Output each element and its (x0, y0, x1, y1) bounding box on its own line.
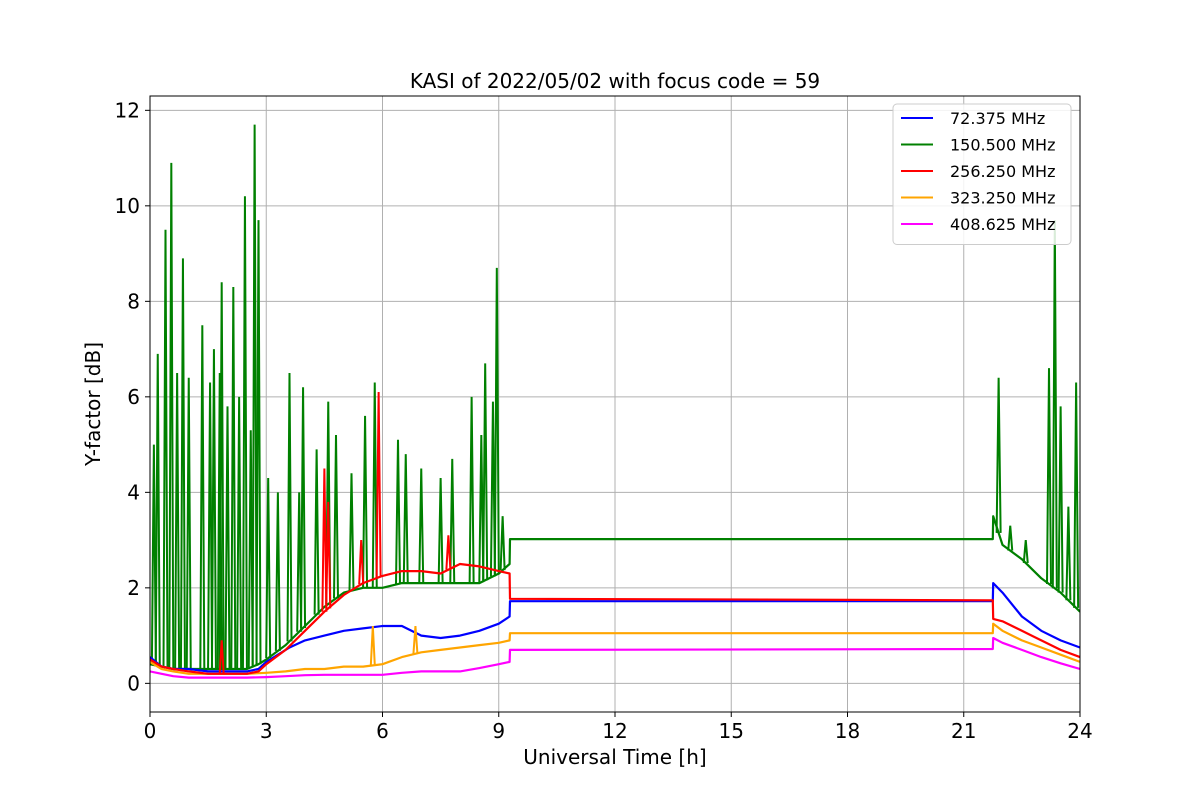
x-tick-label: 18 (835, 719, 860, 743)
series-spike-256_250-mhz (325, 501, 332, 609)
series-spike-150_500-mhz (218, 282, 225, 670)
legend-label: 72.375 MHz (950, 109, 1045, 128)
series-spike-150_500-mhz (468, 396, 475, 584)
series-spike-150_500-mhz (371, 382, 378, 588)
series-spike-150_500-mhz (418, 468, 425, 584)
y-tick-label: 6 (127, 385, 140, 409)
x-axis-label: Universal Time [h] (523, 745, 706, 769)
y-tick-label: 0 (127, 671, 140, 695)
x-tick-label: 9 (492, 719, 505, 743)
series-spike-150_500-mhz (493, 267, 500, 575)
series-spike-150_500-mhz (348, 473, 355, 591)
series-spike-150_500-mhz (154, 353, 161, 666)
series-spike-150_500-mhz (207, 382, 214, 670)
legend-box (892, 103, 1072, 245)
legend-label: 256.250 MHz (950, 162, 1055, 181)
y-axis-label: Y-factor [dB] (81, 342, 105, 467)
y-tick-label: 4 (127, 480, 140, 504)
x-tick-label: 24 (1067, 719, 1092, 743)
series-spike-256_250-mhz (218, 640, 225, 674)
series-spike-150_500-mhz (185, 377, 192, 670)
series-spike-150_500-mhz (437, 477, 444, 584)
y-tick-label: 12 (115, 98, 140, 122)
legend-label: 323.250 MHz (950, 189, 1055, 208)
series-spike-150_500-mhz (168, 162, 175, 669)
x-tick-label: 15 (719, 719, 744, 743)
series-spike-150_500-mhz (230, 287, 237, 670)
series-spike-150_500-mhz (179, 258, 186, 670)
series-line-408_625-mhz (150, 636, 1080, 679)
series-spike-323_250-mhz (412, 625, 419, 654)
x-tick-label: 3 (260, 719, 273, 743)
series-spike-150_500-mhz (333, 435, 339, 599)
series-spike-150_500-mhz (449, 458, 456, 584)
series-spike-150_500-mhz (241, 196, 248, 670)
plot-layer (150, 124, 1080, 679)
series-spike-150_500-mhz (251, 124, 258, 666)
series-spike-150_500-mhz (1022, 540, 1029, 564)
y-tick-label: 2 (127, 576, 140, 600)
series-spike-256_250-mhz (321, 468, 328, 612)
series-spike-323_250-mhz (369, 625, 376, 666)
x-tick-label: 21 (951, 719, 976, 743)
series-spike-150_500-mhz (210, 349, 217, 670)
series-spike-150_500-mhz (162, 229, 169, 668)
series-spike-150_500-mhz (174, 372, 181, 670)
y-tick-label: 10 (115, 194, 140, 218)
series-spike-150_500-mhz (265, 478, 272, 659)
series-spike-150_500-mhz (1057, 406, 1064, 593)
series-spike-150_500-mhz (362, 415, 369, 588)
x-tick-label: 0 (144, 719, 157, 743)
series-spike-150_500-mhz (995, 377, 1002, 533)
chart-title: KASI of 2022/05/02 with focus code = 59 (410, 69, 820, 93)
series-line-72_375-mhz (150, 581, 1080, 673)
series-spike-150_500-mhz (224, 406, 231, 670)
series-spike-150_500-mhz (150, 444, 157, 666)
series-spike-256_250-mhz (445, 535, 452, 570)
series-spike-256_250-mhz (358, 540, 365, 585)
series-spike-150_500-mhz (1046, 368, 1052, 585)
series-spike-150_500-mhz (395, 439, 401, 585)
series-spike-150_500-mhz (300, 387, 307, 628)
series-spike-150_500-mhz (402, 454, 409, 584)
series-spike-256_250-mhz (375, 392, 382, 578)
x-tick-label: 6 (376, 719, 389, 743)
series-group (150, 124, 1080, 679)
series-spike-150_500-mhz (482, 363, 489, 581)
series-line-256_250-mhz (150, 562, 1080, 675)
legend-label: 408.625 MHz (950, 215, 1055, 234)
x-tick-label: 12 (602, 719, 627, 743)
series-spike-150_500-mhz (236, 396, 243, 670)
series-spike-150_500-mhz (499, 516, 506, 571)
series-spike-150_500-mhz (1065, 506, 1072, 601)
y-tick-label: 8 (127, 289, 140, 313)
series-spike-150_500-mhz (255, 220, 262, 665)
chart-legend: 72.375 MHz 150.500 MHz 256.250 MHz 323.250 … (892, 103, 1072, 245)
series-spike-150_500-mhz (199, 325, 206, 670)
series-spike-150_500-mhz (313, 449, 320, 615)
series-spike-150_500-mhz (274, 492, 281, 651)
series-spike-150_500-mhz (286, 372, 293, 642)
series-spike-150_500-mhz (1007, 525, 1014, 551)
legend-label: 150.500 MHz (950, 136, 1055, 155)
series-spike-150_500-mhz (1073, 382, 1080, 608)
